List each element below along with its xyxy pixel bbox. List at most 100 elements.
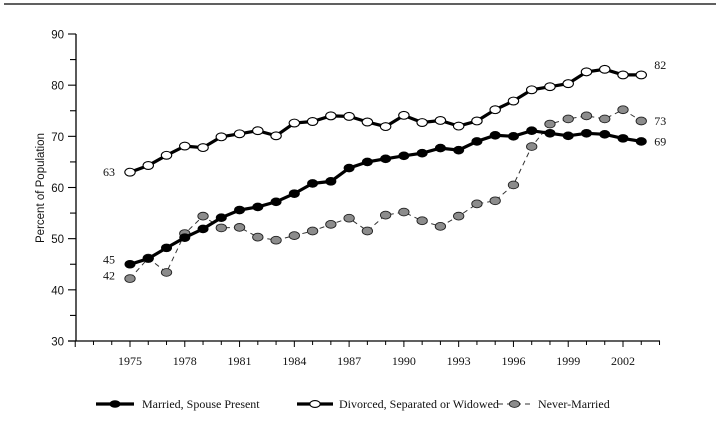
data-point-married — [617, 134, 629, 143]
data-point-never-married — [635, 116, 647, 126]
data-point-married — [361, 157, 373, 167]
data-point-married — [142, 254, 154, 263]
legend-marker-married — [109, 400, 121, 408]
data-point-divorced — [215, 132, 228, 142]
data-point-divorced — [434, 116, 447, 125]
data-point-married — [507, 132, 519, 141]
data-point-divorced — [635, 70, 648, 80]
y-tick-label: 70 — [51, 132, 64, 144]
series-married — [124, 126, 647, 269]
legend-label-married: Married, Spouse Present — [142, 397, 260, 411]
legend-marker-divorced — [309, 400, 321, 408]
data-point-married — [471, 137, 483, 146]
data-point-divorced — [179, 141, 191, 151]
start-label-divorced: 63 — [103, 165, 115, 179]
data-point-married — [161, 243, 173, 253]
data-point-divorced — [142, 161, 155, 170]
data-point-divorced — [343, 111, 355, 121]
data-point-married — [416, 148, 428, 158]
data-point-married — [489, 131, 501, 140]
data-point-divorced — [562, 79, 574, 89]
data-point-divorced — [452, 121, 465, 131]
data-point-married — [215, 213, 227, 222]
data-point-never-married — [416, 216, 428, 226]
data-point-married — [580, 128, 592, 138]
legend-item-divorced: Divorced, Separated or Widowed — [297, 397, 499, 411]
data-point-married — [325, 177, 337, 186]
data-point-never-married — [361, 226, 374, 236]
data-point-married — [197, 224, 209, 234]
data-point-married — [526, 126, 538, 136]
series-never-married — [124, 105, 647, 283]
x-tick-label: 1996 — [501, 354, 525, 368]
data-point-married — [307, 179, 319, 188]
data-point-never-married — [562, 114, 574, 124]
data-point-never-married — [526, 142, 538, 151]
legend-item-never-married: Never-Married — [498, 397, 610, 411]
end-label-never-married: 73 — [654, 114, 666, 128]
data-point-married — [380, 154, 392, 164]
data-point-divorced — [361, 117, 374, 127]
data-point-married — [398, 151, 410, 161]
y-axis-label: Percent of Population — [35, 133, 47, 243]
data-point-divorced — [471, 116, 483, 126]
x-tick-label: 1978 — [173, 354, 197, 368]
data-point-divorced — [160, 150, 173, 160]
data-point-married — [252, 202, 264, 212]
axes: 30 40 50 60 70 80 90 1975 1978 1981 1984 1987 1990 19… — [51, 30, 661, 368]
end-label-divorced: 82 — [654, 58, 666, 72]
data-point-married — [635, 137, 647, 146]
data-point-never-married — [379, 210, 392, 220]
end-label-married: 69 — [654, 134, 666, 148]
data-point-married — [179, 233, 191, 242]
legend-marker-never-married — [508, 400, 521, 408]
data-point-divorced — [197, 143, 209, 153]
data-point-divorced — [507, 96, 520, 106]
y-tick-label: 60 — [51, 183, 64, 195]
x-tick-label: 1987 — [337, 354, 361, 368]
data-point-divorced — [379, 122, 392, 132]
series-divorced — [124, 64, 648, 177]
start-label-never-married: 42 — [103, 269, 115, 283]
x-tick-label: 2002 — [611, 354, 635, 368]
data-point-divorced — [270, 131, 282, 141]
data-point-never-married — [215, 223, 227, 233]
data-point-married — [124, 259, 136, 269]
data-point-never-married — [160, 268, 173, 277]
end-labels: 45 69 63 82 42 73 — [103, 58, 666, 283]
data-point-married — [234, 205, 246, 215]
data-point-divorced — [325, 111, 337, 121]
data-point-divorced — [580, 67, 593, 77]
data-point-never-married — [197, 211, 209, 221]
data-point-divorced — [252, 126, 264, 136]
legend-label-never-married: Never-Married — [538, 397, 610, 411]
x-tick-label: 1975 — [118, 354, 142, 368]
data-point-never-married — [233, 223, 246, 232]
data-point-never-married — [599, 114, 611, 124]
series-line-never-married — [129, 109, 642, 279]
data-point-married — [544, 128, 556, 138]
data-point-divorced — [525, 85, 538, 95]
data-point-never-married — [471, 199, 483, 209]
legend-label-divorced: Divorced, Separated or Widowed — [339, 397, 499, 411]
legend: Married, Spouse Present Divorced, Separat… — [96, 397, 610, 411]
data-point-married — [434, 143, 446, 153]
data-point-divorced — [617, 70, 629, 80]
data-point-never-married — [489, 196, 501, 206]
start-label-married: 45 — [103, 252, 115, 266]
y-tick-label: 30 — [51, 337, 64, 349]
y-tick-label: 50 — [51, 234, 64, 246]
data-point-never-married — [580, 111, 593, 121]
data-point-never-married — [270, 235, 282, 245]
data-point-never-married — [325, 219, 337, 229]
y-tick-label: 40 — [51, 285, 64, 297]
data-point-never-married — [252, 232, 264, 242]
data-point-never-married — [343, 213, 355, 223]
data-point-divorced — [233, 129, 246, 139]
data-point-married — [270, 197, 282, 207]
data-point-divorced — [489, 105, 501, 115]
data-point-married — [288, 189, 300, 198]
x-tick-label: 1990 — [392, 354, 416, 368]
x-tick-label: 1993 — [447, 354, 471, 368]
data-point-divorced — [416, 118, 428, 127]
